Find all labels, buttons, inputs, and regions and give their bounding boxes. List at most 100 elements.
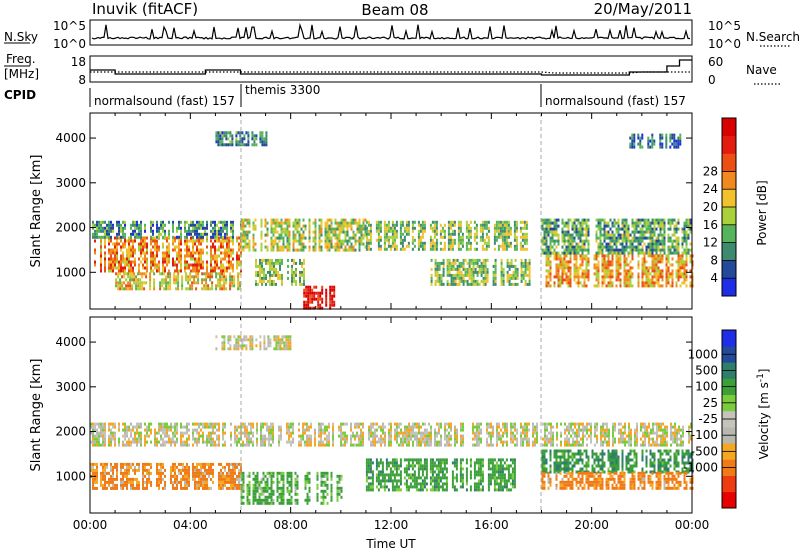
data-cell [439, 229, 442, 233]
data-cell [116, 248, 118, 252]
data-cell [605, 266, 608, 270]
data-cell [524, 264, 527, 268]
data-cell [326, 248, 329, 252]
data-cell [553, 221, 556, 225]
data-cell [186, 242, 188, 246]
data-cell [98, 440, 100, 444]
data-cell [615, 239, 618, 243]
data-cell [379, 220, 382, 224]
data-cell [207, 287, 210, 291]
data-cell [277, 261, 279, 265]
data-cell [549, 221, 552, 225]
data-cell [365, 244, 368, 248]
data-cell [617, 251, 620, 255]
data-cell [202, 434, 204, 438]
data-cell [516, 431, 518, 435]
data-cell [264, 434, 266, 438]
data-cell [651, 257, 654, 261]
data-cell [502, 282, 505, 286]
data-cell [475, 247, 478, 251]
data-cell [599, 221, 602, 225]
data-cell [488, 431, 490, 435]
data-cell [192, 428, 194, 432]
data-cell [643, 269, 646, 273]
data-cell [561, 227, 564, 231]
data-cell [372, 431, 374, 435]
data-cell [659, 257, 662, 261]
data-cell [647, 221, 650, 225]
data-cell [136, 428, 138, 432]
data-cell [239, 272, 242, 276]
data-cell [146, 236, 148, 240]
data-cell [667, 245, 670, 249]
data-cell [607, 221, 610, 225]
data-cell [222, 251, 224, 255]
data-cell [184, 260, 186, 264]
data-cell [102, 235, 104, 239]
data-cell [655, 218, 658, 222]
data-cell [625, 236, 628, 240]
data-cell [675, 281, 678, 285]
data-cell [669, 263, 672, 267]
data-cell [247, 143, 250, 147]
data-cell [486, 431, 488, 435]
data-cell [259, 261, 261, 265]
data-cell [611, 275, 614, 279]
data-cell [569, 233, 572, 237]
data-cell [242, 443, 244, 447]
data-cell [623, 257, 626, 261]
data-cell [307, 294, 310, 298]
data-cell [281, 279, 283, 283]
data-cell [96, 440, 98, 444]
data-cell [214, 232, 216, 236]
data-cell [673, 230, 676, 234]
data-cell [681, 245, 684, 249]
data-cell [330, 239, 333, 243]
data-cell [290, 431, 292, 435]
data-cell [613, 233, 616, 237]
data-cell [469, 235, 472, 239]
data-cell [279, 276, 281, 280]
data-cell [310, 434, 312, 438]
data-cell [239, 143, 242, 147]
data-cell [617, 236, 620, 240]
data-cell [501, 238, 504, 242]
data-cell [565, 248, 568, 252]
data-cell [150, 422, 152, 426]
data-cell [326, 245, 329, 249]
data-cell [156, 220, 158, 224]
data-cell [431, 241, 434, 245]
data-cell [516, 282, 519, 286]
data-cell [446, 282, 449, 286]
data-cell [382, 437, 384, 441]
data-cell [579, 266, 582, 270]
data-cell [609, 263, 612, 267]
data-cell [387, 235, 390, 239]
data-cell [385, 232, 388, 236]
data-cell [583, 269, 586, 273]
data-cell [210, 251, 212, 255]
data-cell [227, 137, 230, 141]
data-cell [597, 263, 600, 267]
data-cell [158, 440, 160, 444]
data-cell [395, 223, 398, 227]
data-cell [231, 275, 234, 279]
data-cell [246, 221, 249, 225]
data-cell [571, 239, 574, 243]
data-cell [426, 428, 428, 432]
data-cell [402, 431, 404, 435]
data-cell [639, 136, 642, 140]
data-cell [144, 251, 146, 255]
data-cell [121, 275, 124, 279]
data-cell [385, 247, 388, 251]
data-cell [104, 422, 106, 426]
data-cell [210, 263, 212, 267]
data-cell [216, 266, 218, 270]
data-cell [222, 431, 224, 435]
data-cell [288, 239, 291, 243]
data-cell [256, 431, 258, 435]
data-cell [575, 254, 578, 258]
data-cell [140, 226, 142, 230]
data-cell [651, 221, 654, 225]
data-cell [631, 242, 634, 246]
